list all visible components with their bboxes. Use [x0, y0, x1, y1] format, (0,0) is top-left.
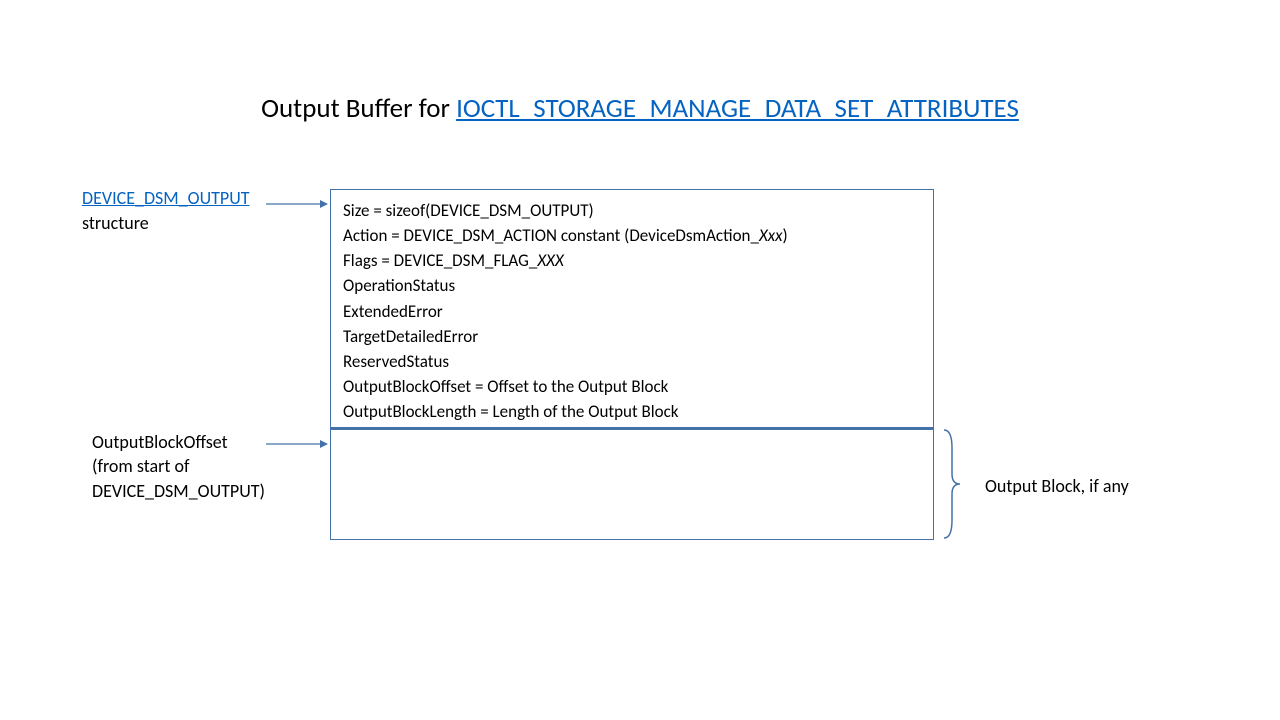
title-link[interactable]: IOCTL_STORAGE_MANAGE_DATA_SET_ATTRIBUTES [456, 92, 1019, 125]
field-target-detailed-error: TargetDetailedError [343, 324, 921, 349]
diagram-title: Output Buffer for IOCTL_STORAGE_MANAGE_D… [0, 92, 1280, 125]
field-reserved-status: ReservedStatus [343, 349, 921, 374]
brace-icon [938, 428, 968, 540]
device-dsm-output-link[interactable]: DEVICE_DSM_OUTPUT [82, 187, 250, 209]
output-block-box [330, 428, 934, 540]
left-label-device-dsm-output: DEVICE_DSM_OUTPUT [82, 187, 250, 209]
field-operation-status: OperationStatus [343, 273, 921, 298]
title-prefix: Output Buffer for [261, 92, 456, 125]
field-output-block-offset: OutputBlockOffset = Offset to the Output… [343, 374, 921, 399]
field-extended-error: ExtendedError [343, 299, 921, 324]
arrow-icon [266, 438, 330, 450]
left-label-output-block-offset: OutputBlockOffset (from start of DEVICE_… [92, 430, 265, 503]
field-size: Size = sizeof(DEVICE_DSM_OUTPUT) [343, 198, 921, 223]
arrow-icon [266, 198, 330, 210]
field-flags: Flags = DEVICE_DSM_FLAG_XXX [343, 248, 921, 273]
field-output-block-length: OutputBlockLength = Length of the Output… [343, 399, 921, 424]
field-action: Action = DEVICE_DSM_ACTION constant (Dev… [343, 223, 921, 248]
right-label-output-block: Output Block, if any [985, 475, 1129, 497]
left-label-structure: structure [82, 212, 149, 234]
struct-fields-box: Size = sizeof(DEVICE_DSM_OUTPUT) Action … [330, 189, 934, 428]
